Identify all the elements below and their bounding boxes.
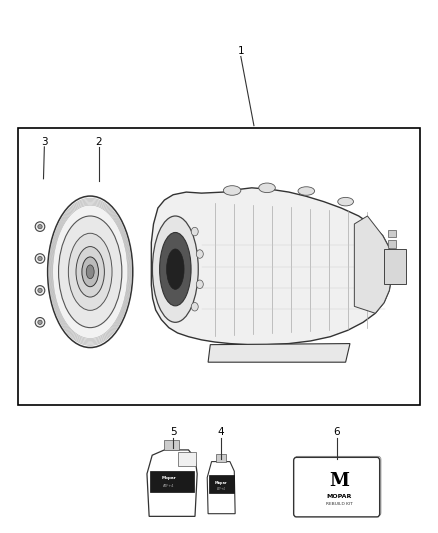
Ellipse shape bbox=[259, 183, 276, 192]
Polygon shape bbox=[177, 451, 196, 466]
Circle shape bbox=[191, 303, 198, 311]
Text: Mopar: Mopar bbox=[162, 476, 176, 480]
Bar bbox=[163, 440, 179, 450]
Ellipse shape bbox=[159, 232, 191, 306]
Ellipse shape bbox=[35, 222, 45, 231]
Bar bbox=[150, 471, 194, 492]
Text: ATF+4: ATF+4 bbox=[163, 483, 174, 488]
Ellipse shape bbox=[35, 254, 45, 263]
Bar bbox=[389, 230, 396, 237]
Ellipse shape bbox=[38, 288, 42, 293]
Ellipse shape bbox=[76, 247, 104, 297]
Ellipse shape bbox=[298, 187, 314, 195]
Ellipse shape bbox=[166, 249, 184, 289]
Ellipse shape bbox=[35, 286, 45, 295]
Ellipse shape bbox=[48, 196, 133, 348]
Text: Mopar: Mopar bbox=[215, 481, 227, 485]
FancyBboxPatch shape bbox=[293, 457, 380, 517]
Polygon shape bbox=[147, 450, 197, 516]
Ellipse shape bbox=[38, 320, 42, 325]
Text: 4: 4 bbox=[218, 427, 225, 438]
Polygon shape bbox=[354, 216, 392, 313]
Bar bbox=[384, 249, 406, 284]
Polygon shape bbox=[207, 462, 235, 514]
Ellipse shape bbox=[38, 256, 42, 261]
Text: REBUILD KIT: REBUILD KIT bbox=[326, 502, 353, 506]
Circle shape bbox=[196, 250, 203, 259]
Ellipse shape bbox=[59, 216, 122, 328]
Text: ATF+4: ATF+4 bbox=[217, 487, 226, 491]
Polygon shape bbox=[208, 344, 350, 362]
Ellipse shape bbox=[86, 265, 94, 279]
Polygon shape bbox=[151, 188, 392, 345]
Ellipse shape bbox=[338, 197, 353, 206]
Text: 2: 2 bbox=[95, 136, 102, 147]
Ellipse shape bbox=[223, 185, 241, 195]
Ellipse shape bbox=[38, 224, 42, 229]
Text: 5: 5 bbox=[170, 427, 177, 438]
Text: 1: 1 bbox=[237, 46, 244, 56]
Ellipse shape bbox=[35, 318, 45, 327]
Bar bbox=[389, 240, 396, 248]
Circle shape bbox=[191, 227, 198, 236]
Circle shape bbox=[196, 280, 203, 288]
FancyBboxPatch shape bbox=[295, 456, 381, 516]
Ellipse shape bbox=[82, 257, 99, 287]
Ellipse shape bbox=[68, 233, 112, 310]
Bar bbox=[209, 475, 234, 494]
Text: M: M bbox=[329, 472, 349, 490]
Bar bbox=[216, 454, 226, 462]
Text: 3: 3 bbox=[41, 136, 48, 147]
Text: 6: 6 bbox=[334, 427, 340, 438]
Bar bbox=[18, 128, 420, 405]
Ellipse shape bbox=[152, 216, 198, 322]
Text: MOPAR: MOPAR bbox=[326, 494, 352, 499]
